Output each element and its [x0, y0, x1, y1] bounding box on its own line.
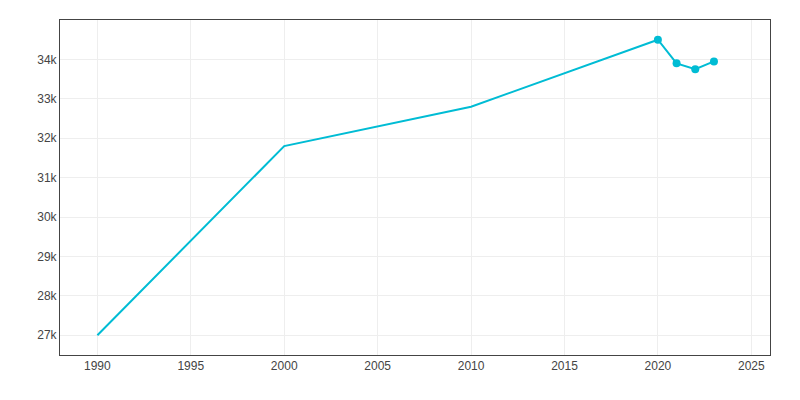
- svg-text:34k: 34k: [37, 53, 57, 67]
- svg-text:27k: 27k: [37, 328, 57, 342]
- svg-text:30k: 30k: [37, 210, 57, 224]
- svg-text:2000: 2000: [271, 359, 298, 373]
- svg-text:28k: 28k: [37, 289, 57, 303]
- svg-text:32k: 32k: [37, 131, 57, 145]
- svg-text:2005: 2005: [364, 359, 391, 373]
- svg-text:2020: 2020: [645, 359, 672, 373]
- svg-text:1995: 1995: [177, 359, 204, 373]
- svg-text:1990: 1990: [84, 359, 111, 373]
- svg-text:29k: 29k: [37, 250, 57, 264]
- svg-text:31k: 31k: [37, 171, 57, 185]
- svg-text:2025: 2025: [738, 359, 765, 373]
- svg-text:33k: 33k: [37, 92, 57, 106]
- svg-text:2010: 2010: [458, 359, 485, 373]
- svg-text:2015: 2015: [551, 359, 578, 373]
